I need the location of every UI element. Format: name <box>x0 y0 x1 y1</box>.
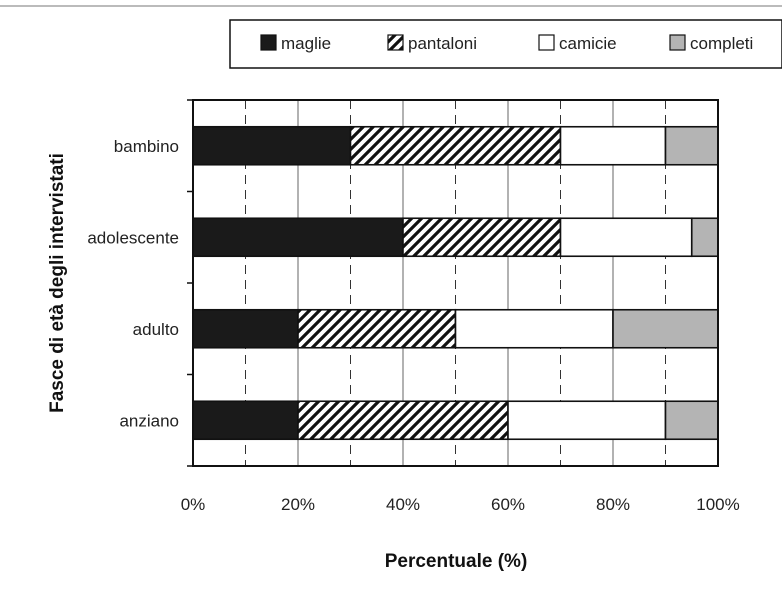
axis-ticks: 0% 20% 40% 60% 80% 100% <box>181 99 740 514</box>
bar-pantaloni-anziano <box>297 400 509 441</box>
bar-maglie-adolescente <box>192 217 404 258</box>
legend-label-camicie: camicie <box>559 34 617 53</box>
bar-camicie-adolescente <box>559 217 693 258</box>
bars: bambino adolescente adulto anziano <box>87 125 719 441</box>
bar-pantaloni-bambino <box>349 125 562 166</box>
legend-label-maglie: maglie <box>281 34 331 53</box>
bar-camicie-anziano <box>507 400 667 441</box>
bar-completi-anziano <box>664 400 719 441</box>
legend: maglie pantaloni camicie completi <box>229 19 782 69</box>
x-tick-label: 20% <box>281 495 315 514</box>
bar-completi-adulto <box>612 308 719 349</box>
bar-maglie-bambino <box>192 125 352 166</box>
bar-camicie-adulto <box>454 308 614 349</box>
x-tick-label: 80% <box>596 495 630 514</box>
legend-swatch-camicie <box>538 34 555 51</box>
y-tick-label: adulto <box>133 320 179 339</box>
bar-maglie-adulto <box>192 308 299 349</box>
y-tick-label: adolescente <box>87 228 179 247</box>
x-tick-label: 40% <box>386 495 420 514</box>
y-axis-title: Fasce di età degli intervistati <box>47 153 68 413</box>
legend-items: maglie pantaloni camicie completi <box>260 34 753 53</box>
bar-camicie-bambino <box>559 125 667 166</box>
bar-pantaloni-adulto <box>297 308 457 349</box>
bar-maglie-anziano <box>192 400 299 441</box>
bar-completi-adolescente <box>690 217 719 258</box>
bar-pantaloni-adolescente <box>402 217 562 258</box>
legend-frame <box>229 19 782 69</box>
y-tick-label: anziano <box>119 411 179 430</box>
legend-swatch-maglie <box>260 34 277 51</box>
legend-label-completi: completi <box>690 34 753 53</box>
x-tick-label: 60% <box>491 495 525 514</box>
bar-completi-bambino <box>664 125 719 166</box>
legend-swatch-pantaloni <box>387 34 404 51</box>
x-axis-title: Percentuale (%) <box>385 551 528 572</box>
x-tick-label: 100% <box>696 495 739 514</box>
legend-label-pantaloni: pantaloni <box>408 34 477 53</box>
x-tick-label: 0% <box>181 495 206 514</box>
y-tick-label: bambino <box>114 137 179 156</box>
legend-swatch-completi <box>669 34 686 51</box>
